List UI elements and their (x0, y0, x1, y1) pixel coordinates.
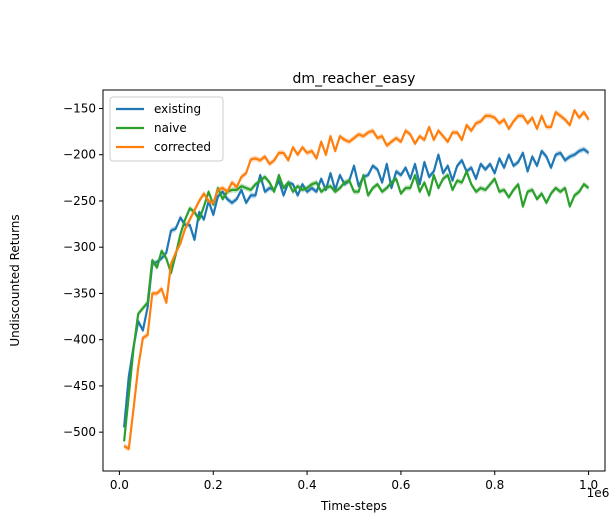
y-tick-label: −400 (63, 333, 96, 347)
y-axis-label: Undiscounted Returns (8, 214, 22, 346)
x-axis-offset-label: 1e6 (587, 486, 610, 500)
plot-frame (102, 89, 606, 472)
x-tick-label: 0.4 (298, 478, 317, 492)
legend: existing naive corrected (109, 96, 224, 162)
x-tick-label: 0.0 (110, 478, 129, 492)
legend-entry-existing: existing (154, 102, 201, 116)
y-tick-label: −500 (63, 425, 96, 439)
legend-box (109, 96, 224, 162)
plot-area: 0.0 0.2 0.4 0.6 0.8 1.0 −500 −450 −400 −350 −300 −2… (63, 89, 606, 492)
y-tick-label: −300 (63, 240, 96, 254)
y-tick-label: −150 (63, 101, 96, 115)
x-axis-label: Time-steps (320, 499, 387, 513)
y-tick-label: −350 (63, 286, 96, 300)
legend-entry-corrected: corrected (154, 140, 211, 154)
series-line-corrected (123, 109, 590, 450)
y-tick-label: −450 (63, 379, 96, 393)
x-tick-label: 1.0 (579, 478, 598, 492)
x-tick-label: 0.6 (391, 478, 410, 492)
y-tick-label: −250 (63, 194, 96, 208)
legend-entry-naive: naive (154, 121, 187, 135)
y-tick-label: −200 (63, 148, 96, 162)
series-line-naive (123, 170, 590, 442)
chart-title: dm_reacher_easy (293, 71, 416, 87)
x-tick-label: 0.2 (204, 478, 223, 492)
x-tick-label: 0.8 (485, 478, 504, 492)
